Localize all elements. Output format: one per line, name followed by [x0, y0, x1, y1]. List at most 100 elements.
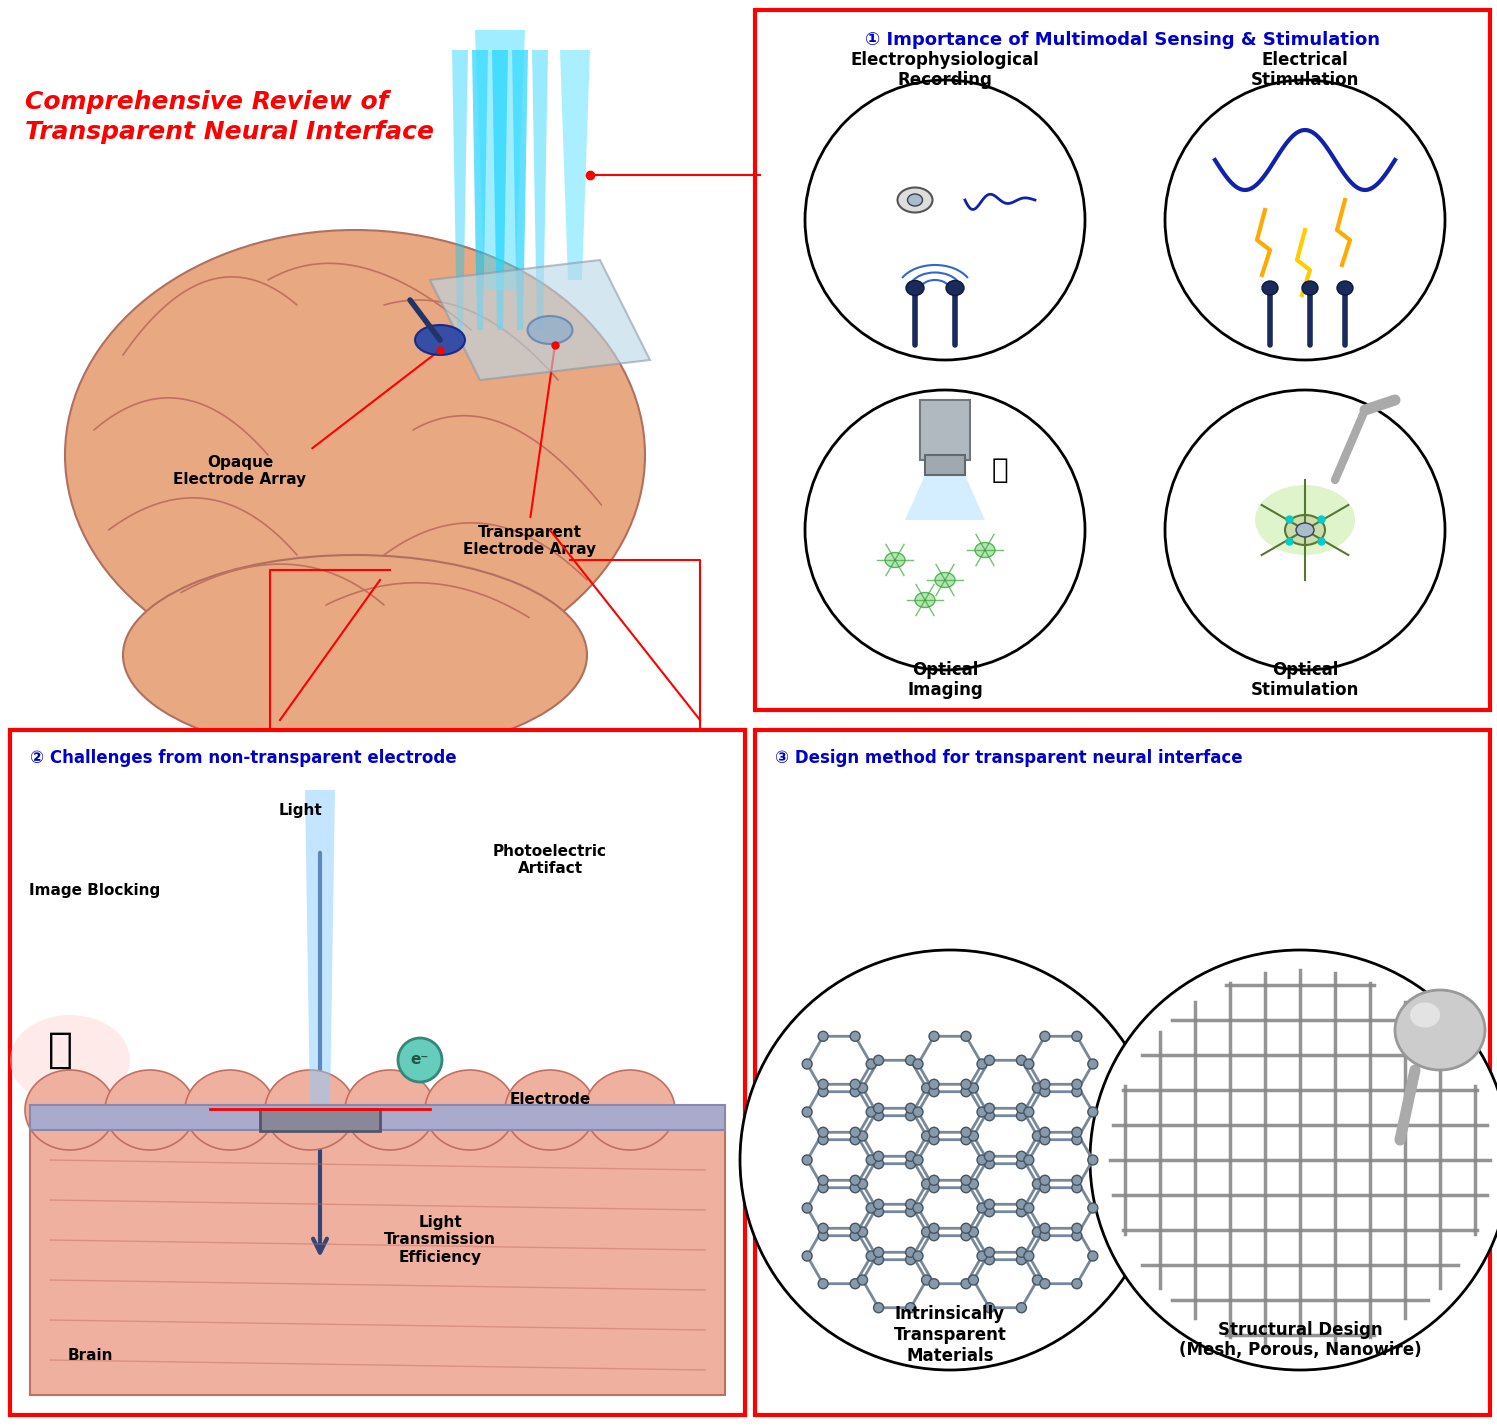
Circle shape: [961, 1032, 972, 1042]
Circle shape: [913, 1107, 924, 1117]
Circle shape: [1088, 1154, 1097, 1164]
Ellipse shape: [10, 1015, 130, 1104]
Text: Electrophysiological
Recording: Electrophysiological Recording: [850, 50, 1039, 90]
Ellipse shape: [64, 230, 645, 681]
Polygon shape: [531, 50, 548, 330]
Circle shape: [906, 1159, 916, 1169]
Circle shape: [906, 1247, 916, 1257]
Circle shape: [985, 1103, 994, 1113]
Text: Optical
Stimulation: Optical Stimulation: [1251, 661, 1359, 699]
Bar: [921, 400, 970, 459]
Circle shape: [978, 1203, 987, 1213]
Circle shape: [969, 1132, 979, 1142]
Circle shape: [1165, 80, 1445, 360]
Circle shape: [1033, 1132, 1042, 1142]
Ellipse shape: [1296, 524, 1314, 537]
Circle shape: [850, 1134, 861, 1144]
Circle shape: [1040, 1032, 1049, 1042]
Circle shape: [930, 1223, 939, 1233]
Circle shape: [819, 1032, 828, 1042]
Circle shape: [874, 1159, 883, 1169]
Bar: [260, 1109, 380, 1132]
Circle shape: [819, 1223, 828, 1233]
Circle shape: [1040, 1223, 1049, 1233]
Ellipse shape: [527, 315, 572, 344]
Polygon shape: [906, 475, 985, 519]
Circle shape: [930, 1183, 939, 1193]
Circle shape: [867, 1107, 876, 1117]
Circle shape: [1088, 1107, 1097, 1117]
Circle shape: [930, 1032, 939, 1042]
Circle shape: [850, 1087, 861, 1097]
Circle shape: [1040, 1230, 1049, 1240]
Circle shape: [985, 1159, 994, 1169]
Circle shape: [1016, 1254, 1027, 1264]
Circle shape: [874, 1199, 883, 1209]
Circle shape: [1072, 1279, 1082, 1289]
Circle shape: [850, 1032, 861, 1042]
Text: Intrinsically
Transparent
Materials: Intrinsically Transparent Materials: [894, 1306, 1006, 1364]
Circle shape: [985, 1247, 994, 1257]
Circle shape: [802, 1154, 813, 1164]
Circle shape: [1040, 1134, 1049, 1144]
Bar: [754, 731, 1490, 1416]
Ellipse shape: [186, 1070, 275, 1150]
Circle shape: [961, 1230, 972, 1240]
Ellipse shape: [1302, 281, 1317, 295]
Circle shape: [1040, 1127, 1049, 1137]
Circle shape: [978, 1154, 987, 1164]
Polygon shape: [493, 50, 507, 330]
Text: Electrode: Electrode: [509, 1093, 591, 1107]
Circle shape: [961, 1127, 972, 1137]
Circle shape: [969, 1083, 979, 1093]
Circle shape: [819, 1079, 828, 1089]
Polygon shape: [512, 50, 528, 330]
Circle shape: [1016, 1103, 1027, 1113]
Polygon shape: [305, 791, 335, 1109]
Circle shape: [913, 1059, 924, 1069]
Circle shape: [1072, 1183, 1082, 1193]
Bar: [10, 731, 746, 1416]
Circle shape: [906, 1207, 916, 1217]
Circle shape: [906, 1254, 916, 1264]
Polygon shape: [475, 30, 525, 290]
Text: Photoelectric
Artifact: Photoelectric Artifact: [493, 843, 606, 876]
Circle shape: [1016, 1247, 1027, 1257]
Polygon shape: [430, 260, 650, 380]
Ellipse shape: [504, 1070, 594, 1150]
Circle shape: [922, 1227, 931, 1237]
Circle shape: [1040, 1079, 1049, 1089]
Ellipse shape: [915, 592, 936, 608]
Circle shape: [740, 950, 1160, 1370]
Circle shape: [985, 1199, 994, 1209]
Circle shape: [1016, 1056, 1027, 1066]
Text: Structural Design
(Mesh, Porous, Nanowire): Structural Design (Mesh, Porous, Nanowir…: [1178, 1320, 1421, 1360]
Circle shape: [1040, 1087, 1049, 1097]
Circle shape: [930, 1127, 939, 1137]
Circle shape: [874, 1254, 883, 1264]
Circle shape: [802, 1203, 813, 1213]
Ellipse shape: [1284, 515, 1325, 545]
Text: Image Blocking: Image Blocking: [30, 882, 160, 898]
Circle shape: [398, 1037, 442, 1082]
Circle shape: [922, 1274, 931, 1284]
Circle shape: [819, 1176, 828, 1186]
Circle shape: [913, 1203, 924, 1213]
Text: Light
Transmission
Efficiency: Light Transmission Efficiency: [385, 1216, 496, 1264]
Text: Opaque
Electrode Array: Opaque Electrode Array: [174, 455, 307, 488]
Ellipse shape: [936, 572, 955, 588]
Circle shape: [1072, 1127, 1082, 1137]
Circle shape: [819, 1279, 828, 1289]
Circle shape: [930, 1134, 939, 1144]
Circle shape: [805, 80, 1085, 360]
Circle shape: [1088, 1203, 1097, 1213]
Circle shape: [913, 1251, 924, 1261]
Circle shape: [913, 1154, 924, 1164]
Polygon shape: [30, 1130, 725, 1396]
Ellipse shape: [1254, 485, 1355, 555]
Circle shape: [906, 1110, 916, 1120]
Circle shape: [906, 1103, 916, 1113]
Text: Comprehensive Review of
Transparent Neural Interface: Comprehensive Review of Transparent Neur…: [25, 90, 434, 144]
Circle shape: [1072, 1134, 1082, 1144]
Ellipse shape: [344, 1070, 436, 1150]
